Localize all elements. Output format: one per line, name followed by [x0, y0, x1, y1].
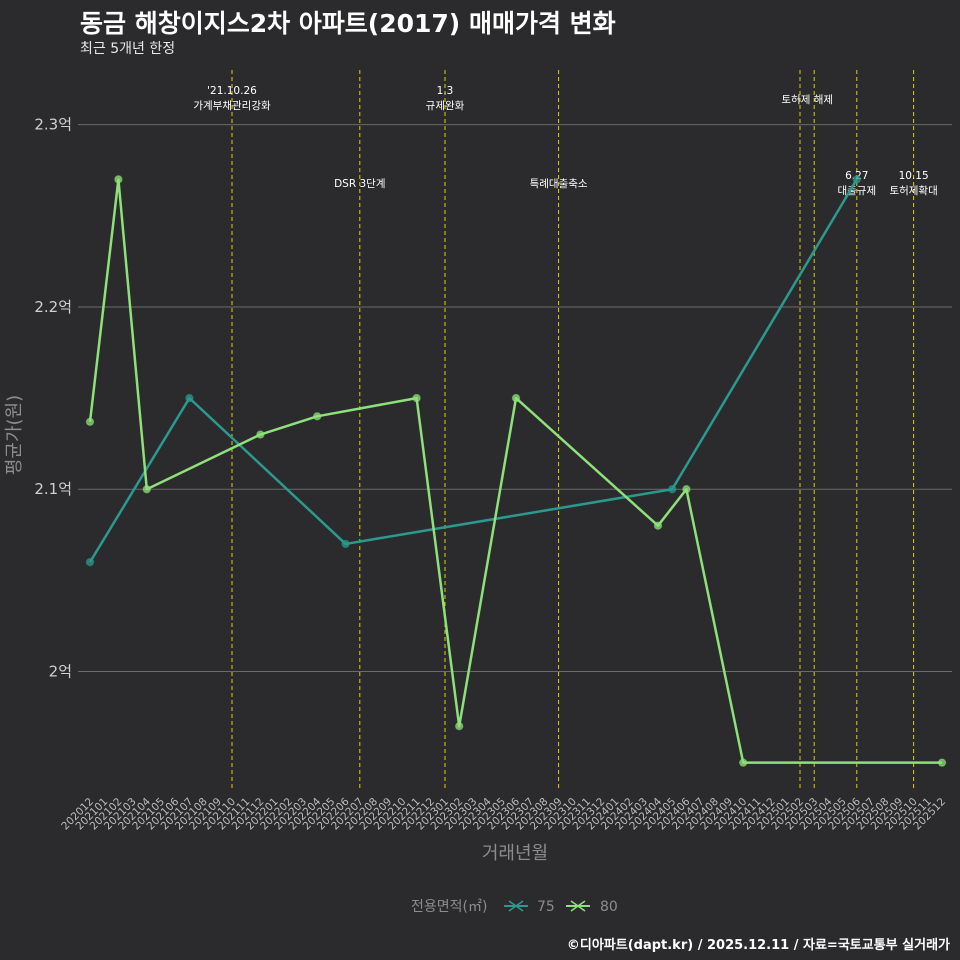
source-caption: ©디아파트(dapt.kr) / 2025.12.11 / 자료=국토교통부 실…: [566, 938, 950, 953]
x-axis-title: 거래년월: [482, 843, 548, 864]
data-point-75[interactable]: [341, 539, 350, 549]
data-point-80[interactable]: [739, 758, 748, 767]
data-point-75[interactable]: [185, 393, 194, 403]
data-point-80[interactable]: [313, 412, 322, 421]
event-label: '21.10.26: [207, 85, 257, 97]
legend-label-80: 80: [600, 899, 618, 915]
data-point-75[interactable]: [668, 485, 677, 494]
event-label: 1.3: [437, 85, 454, 97]
y-gridlines: [78, 124, 952, 673]
event-label: 10.15: [899, 170, 929, 182]
x-axis-ticks: 2020122021012021022021032021042021052021…: [59, 795, 948, 832]
legend-cross-icon: [570, 900, 586, 912]
legend-item-80[interactable]: 80: [566, 899, 618, 915]
legend-item-75[interactable]: 75: [504, 899, 555, 915]
y-axis-title: 평균가(원): [4, 395, 25, 475]
data-point-80[interactable]: [682, 485, 691, 494]
data-point-80[interactable]: [653, 521, 663, 530]
data-point-80[interactable]: [937, 758, 947, 767]
data-point-75[interactable]: [852, 175, 862, 184]
event-label: 특례대출축소: [530, 178, 588, 190]
event-label: DSR 3단계: [334, 178, 385, 190]
event-label: 토허제 해제: [781, 93, 833, 106]
y-axis-ticks: 2억 2.1억 2.2억 2.3억: [34, 116, 72, 681]
event-label: 대출규제: [837, 185, 876, 197]
y-tick-label: 2.3억: [34, 116, 72, 134]
y-tick-label: 2.1억: [34, 480, 72, 498]
event-label: 가계부채관리강화: [193, 100, 271, 112]
chart-title: 동금 해창이지스2차 아파트(2017) 매매가격 변화: [80, 9, 616, 38]
legend: 전용면적(㎡) 75 80: [411, 899, 618, 915]
data-point-80[interactable]: [256, 430, 265, 439]
data-point-80[interactable]: [85, 417, 95, 426]
data-point-80[interactable]: [114, 175, 123, 184]
legend-title: 전용면적(㎡): [411, 899, 487, 915]
series-line-75: [88, 178, 858, 563]
y-tick-label: 2억: [49, 663, 72, 681]
y-tick-label: 2.2억: [34, 298, 72, 316]
data-point-75[interactable]: [85, 557, 95, 567]
data-series: [85, 175, 947, 767]
chart-subtitle: 최근 5개년 한정: [80, 41, 176, 57]
data-point-80[interactable]: [412, 393, 421, 403]
series-line-80: [88, 178, 942, 764]
event-label: 규제완화: [426, 99, 465, 112]
data-point-80[interactable]: [142, 485, 151, 494]
legend-cross-icon: [508, 900, 524, 912]
data-point-80[interactable]: [511, 393, 521, 403]
legend-label-75: 75: [537, 899, 555, 915]
data-point-80[interactable]: [455, 722, 464, 731]
event-label: 토허제확대: [889, 184, 937, 197]
